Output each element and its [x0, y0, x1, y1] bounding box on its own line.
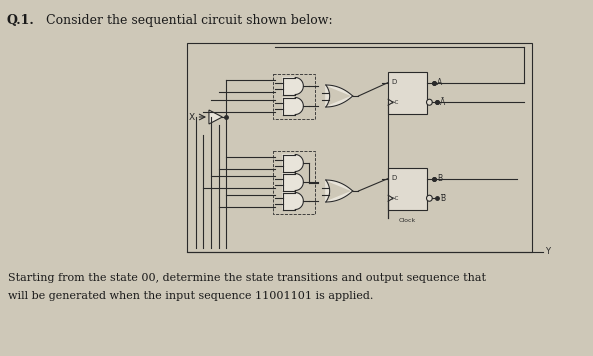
Text: Ā: Ā — [440, 98, 445, 107]
Text: X: X — [189, 112, 195, 121]
Text: will be generated when the input sequence 11001101 is applied.: will be generated when the input sequenc… — [8, 291, 373, 301]
Text: B: B — [437, 174, 442, 183]
Polygon shape — [326, 85, 353, 107]
Polygon shape — [209, 110, 222, 124]
Polygon shape — [283, 98, 304, 115]
Circle shape — [426, 195, 432, 201]
Polygon shape — [326, 180, 353, 202]
Text: D: D — [391, 176, 396, 182]
Text: Y: Y — [546, 247, 550, 257]
Bar — [273, 73, 315, 119]
Polygon shape — [283, 173, 304, 190]
Polygon shape — [283, 78, 304, 94]
Polygon shape — [283, 155, 304, 172]
Bar — [273, 151, 315, 214]
Circle shape — [426, 99, 432, 105]
Text: D: D — [391, 79, 396, 85]
Bar — [187, 43, 532, 252]
Text: A: A — [437, 78, 442, 87]
Polygon shape — [283, 193, 304, 209]
Text: Consider the sequential circuit shown below:: Consider the sequential circuit shown be… — [46, 14, 333, 27]
Text: Clock: Clock — [398, 218, 416, 223]
Bar — [388, 72, 426, 114]
Bar — [388, 168, 426, 210]
Text: B̅: B̅ — [440, 194, 445, 203]
Text: Starting from the state 00, determine the state transitions and output sequence : Starting from the state 00, determine th… — [8, 273, 486, 283]
Text: >C: >C — [390, 100, 398, 105]
Text: Q.1.: Q.1. — [7, 14, 34, 27]
Text: >C: >C — [390, 196, 398, 201]
